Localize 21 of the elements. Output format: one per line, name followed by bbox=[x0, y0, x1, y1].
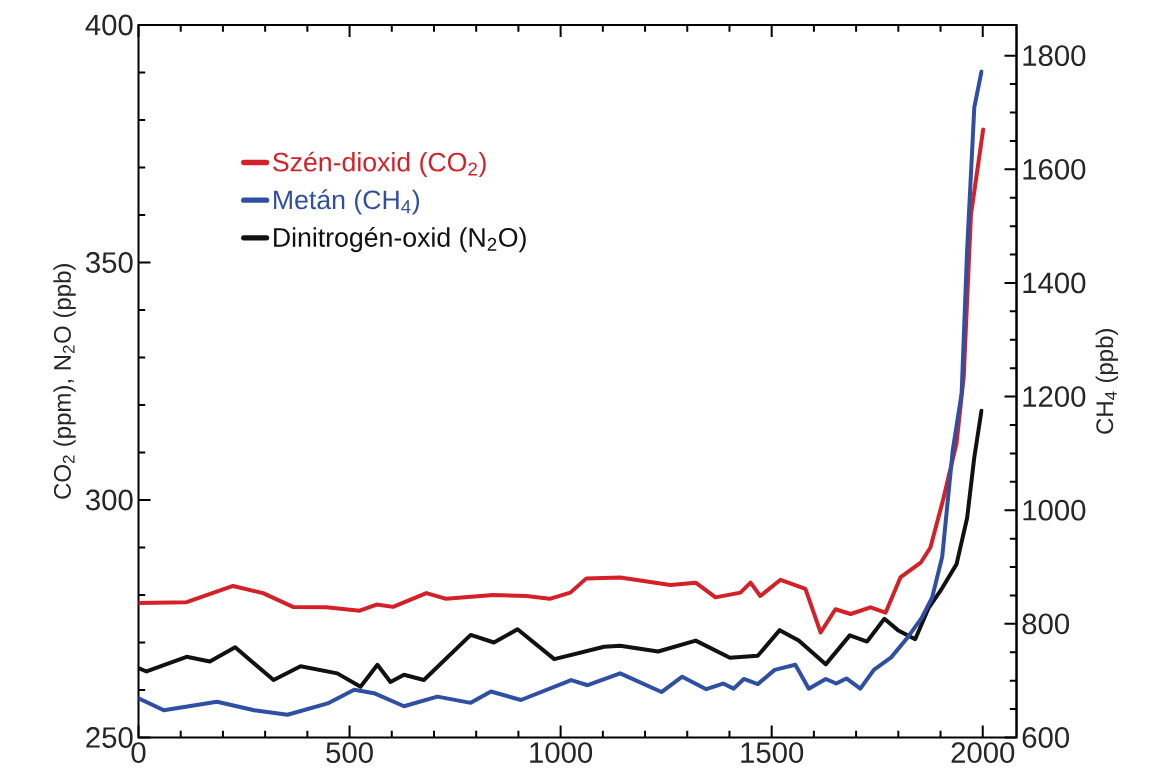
y2-tick-label: 1200 bbox=[1023, 386, 1086, 407]
y2-tick-label: 1400 bbox=[1023, 272, 1086, 294]
legend-label: Metán (CH$_{4}$) bbox=[274, 189, 420, 215]
y2-axis-title: CH$_{4}$ (ppb) bbox=[1095, 329, 1118, 434]
x-tick-label: 2000 bbox=[951, 742, 1015, 763]
y-axis-title: CO$_{2}$ (ppm), N$_{2}$O (ppb) bbox=[53, 264, 76, 499]
y2-tick-label: 800 bbox=[1022, 613, 1069, 635]
y-tick-label: 350 bbox=[85, 252, 133, 273]
y2-tick-label: 1800 bbox=[1023, 45, 1086, 67]
y2-tick-label: 1000 bbox=[1023, 499, 1086, 521]
y2-tick-label: 600 bbox=[1022, 727, 1069, 748]
y-tick-label: 400 bbox=[85, 14, 133, 36]
x-tick-label: 1500 bbox=[741, 742, 804, 763]
x-tick-label: 500 bbox=[326, 742, 373, 763]
y-tick-label: 250 bbox=[86, 727, 133, 748]
x-tick-label: 1000 bbox=[530, 742, 593, 763]
y2-tick-label: 1600 bbox=[1023, 158, 1086, 180]
legend-label: Dinitrogén-oxid (N$_{2}$O) bbox=[274, 226, 526, 253]
y-tick-label: 300 bbox=[85, 489, 133, 511]
legend-label: Szén-dioxid (CO$_{2}$) bbox=[273, 151, 486, 177]
x-tick-label: 0 bbox=[131, 742, 146, 763]
